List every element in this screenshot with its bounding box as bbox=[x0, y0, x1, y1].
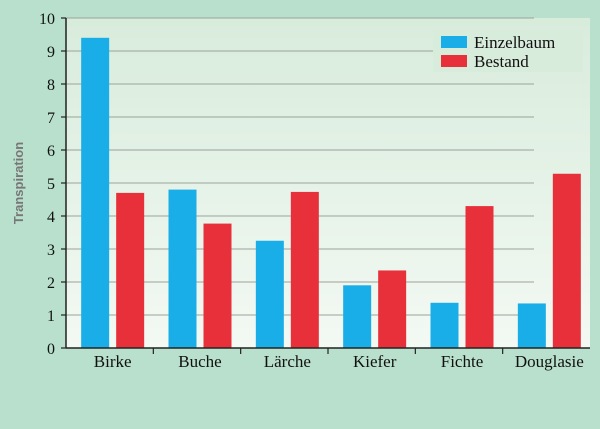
y-tick-label: 5 bbox=[47, 176, 55, 193]
bar-einzelbaum-douglasie bbox=[517, 303, 546, 348]
bar-einzelbaum-buche bbox=[168, 189, 197, 348]
x-tick-label: Kiefer bbox=[353, 352, 397, 371]
bar-bestand-kiefer bbox=[378, 270, 407, 348]
y-tick-label: 1 bbox=[47, 308, 55, 325]
legend-label-einzelbaum: Einzelbaum bbox=[474, 33, 555, 52]
bar-einzelbaum-kiefer bbox=[343, 285, 372, 348]
bar-einzelbaum-birke bbox=[81, 37, 110, 349]
y-tick-label: 9 bbox=[47, 44, 55, 61]
bar-bestand-fichte bbox=[465, 206, 494, 348]
bar-bestand-douglasie bbox=[552, 173, 581, 348]
y-tick-label: 7 bbox=[47, 110, 55, 127]
x-tick-label: Lärche bbox=[264, 352, 311, 371]
y-tick-labels: 0 1 2 3 4 5 6 7 8 9 10 bbox=[39, 11, 66, 358]
bar-bestand-birke bbox=[116, 192, 145, 348]
y-tick-label: 4 bbox=[47, 209, 55, 226]
x-tick-labels: Birke Buche Lärche Kiefer Fichte Douglasie bbox=[94, 348, 584, 371]
y-tick-label: 3 bbox=[47, 242, 55, 259]
x-tick-label: Buche bbox=[178, 352, 221, 371]
x-tick-label: Fichte bbox=[441, 352, 484, 371]
bar-einzelbaum-lärche bbox=[255, 240, 284, 348]
x-tick-label: Douglasie bbox=[515, 352, 584, 371]
bar-einzelbaum-fichte bbox=[430, 302, 459, 348]
legend-swatch-einzelbaum bbox=[441, 36, 467, 48]
y-tick-label: 2 bbox=[47, 275, 55, 292]
y-tick-label: 8 bbox=[47, 77, 55, 94]
bar-bestand-buche bbox=[203, 223, 232, 348]
legend-swatch-bestand bbox=[441, 55, 467, 67]
bar-bestand-lärche bbox=[290, 191, 319, 348]
y-tick-label: 10 bbox=[39, 11, 55, 28]
x-tick-label: Birke bbox=[94, 352, 132, 371]
legend-label-bestand: Bestand bbox=[474, 52, 529, 71]
y-axis-title: Transpiration bbox=[11, 142, 26, 224]
y-tick-label: 6 bbox=[47, 143, 55, 160]
y-tick-label: 0 bbox=[47, 341, 55, 358]
bars bbox=[81, 37, 581, 349]
